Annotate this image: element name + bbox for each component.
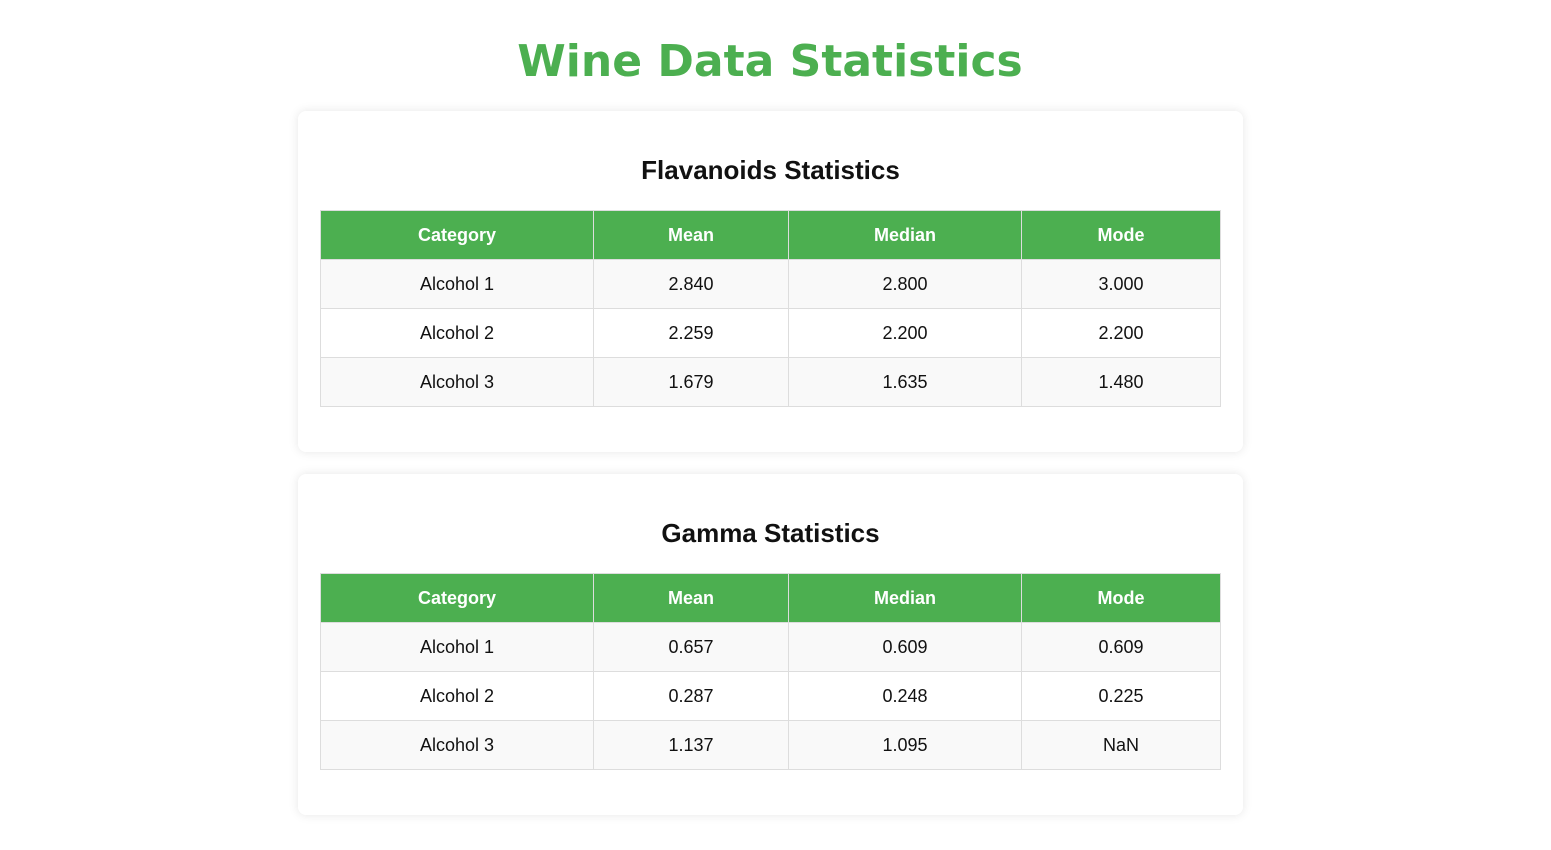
cell-mode: 0.609 [1021, 622, 1221, 672]
table-row: Alcohol 3 1.679 1.635 1.480 [320, 357, 1221, 407]
table-row: Alcohol 3 1.137 1.095 NaN [320, 720, 1221, 770]
cell-mean: 1.679 [593, 357, 789, 407]
cell-mode: 3.000 [1021, 259, 1221, 309]
cell-median: 2.800 [788, 259, 1022, 309]
cell-mode: 1.480 [1021, 357, 1221, 407]
cell-category: Alcohol 2 [320, 671, 594, 721]
column-header-mode: Mode [1021, 210, 1221, 260]
cell-category: Alcohol 3 [320, 357, 594, 407]
cell-median: 0.609 [788, 622, 1022, 672]
gamma-card: Gamma Statistics Category Mean Median Mo… [298, 474, 1243, 815]
gamma-table: Category Mean Median Mode Alcohol 1 0.65… [320, 573, 1221, 770]
cell-mean: 1.137 [593, 720, 789, 770]
table-row: Alcohol 1 0.657 0.609 0.609 [320, 622, 1221, 672]
column-header-mode: Mode [1021, 573, 1221, 623]
table-header-row: Category Mean Median Mode [320, 210, 1221, 260]
section-title: Gamma Statistics [661, 518, 880, 548]
cell-category: Alcohol 2 [320, 308, 594, 358]
cell-mean: 0.657 [593, 622, 789, 672]
cell-mode: 0.225 [1021, 671, 1221, 721]
page-title: Wine Data Statistics [517, 36, 1023, 87]
table-row: Alcohol 2 2.259 2.200 2.200 [320, 308, 1221, 358]
flavanoids-card: Flavanoids Statistics Category Mean Medi… [298, 111, 1243, 452]
cell-mean: 0.287 [593, 671, 789, 721]
cell-mean: 2.259 [593, 308, 789, 358]
cell-mode: 2.200 [1021, 308, 1221, 358]
cell-mean: 2.840 [593, 259, 789, 309]
column-header-category: Category [320, 210, 594, 260]
cell-category: Alcohol 3 [320, 720, 594, 770]
column-header-category: Category [320, 573, 594, 623]
table-header-row: Category Mean Median Mode [320, 573, 1221, 623]
cell-category: Alcohol 1 [320, 622, 594, 672]
cell-category: Alcohol 1 [320, 259, 594, 309]
flavanoids-table: Category Mean Median Mode Alcohol 1 2.84… [320, 210, 1221, 407]
cell-median: 1.095 [788, 720, 1022, 770]
cell-median: 2.200 [788, 308, 1022, 358]
table-row: Alcohol 2 0.287 0.248 0.225 [320, 671, 1221, 721]
cell-median: 0.248 [788, 671, 1022, 721]
column-header-mean: Mean [593, 210, 789, 260]
column-header-mean: Mean [593, 573, 789, 623]
table-row: Alcohol 1 2.840 2.800 3.000 [320, 259, 1221, 309]
column-header-median: Median [788, 573, 1022, 623]
section-title: Flavanoids Statistics [641, 155, 900, 185]
column-header-median: Median [788, 210, 1022, 260]
cell-mode: NaN [1021, 720, 1221, 770]
cell-median: 1.635 [788, 357, 1022, 407]
